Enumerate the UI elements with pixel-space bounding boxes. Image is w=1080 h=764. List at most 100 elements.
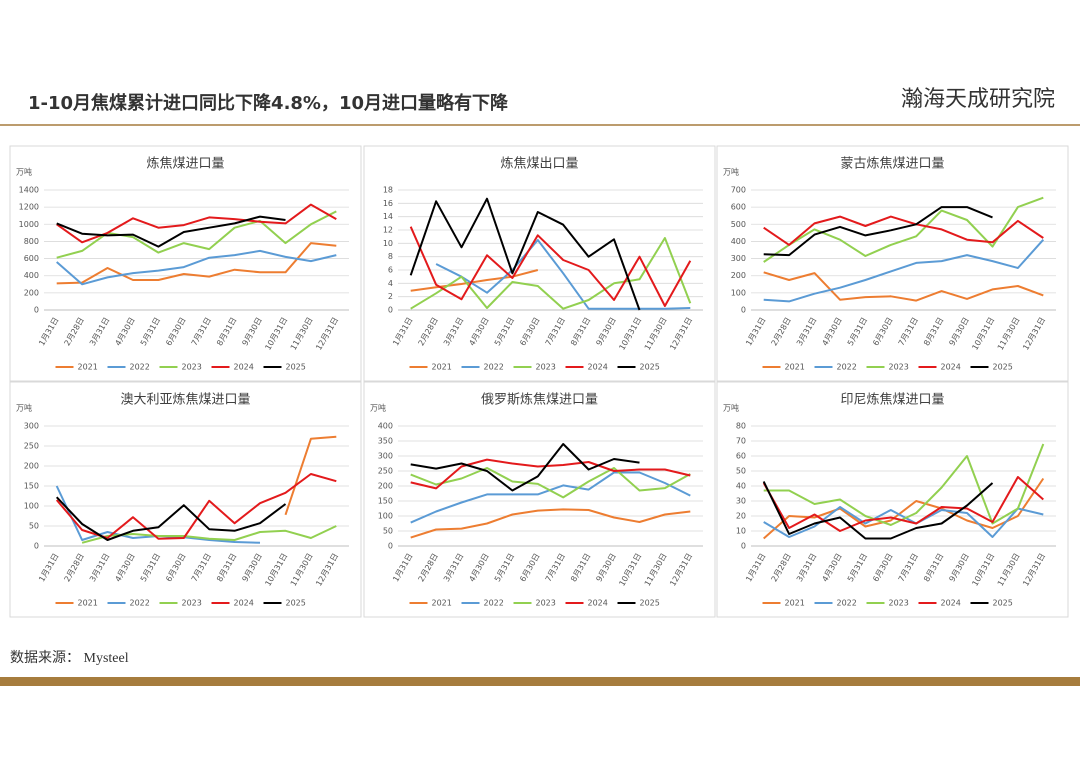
y-tick-label: 6 — [388, 266, 393, 275]
series-line — [410, 467, 691, 499]
y-tick-label: 300 — [731, 254, 746, 263]
y-tick-label: 60 — [736, 452, 746, 461]
legend-label: 2025 — [993, 599, 1013, 608]
y-tick-label: 600 — [731, 203, 746, 212]
y-tick-label: 30 — [736, 497, 746, 506]
y-tick-label: 0 — [34, 306, 39, 315]
y-tick-label: 250 — [24, 442, 39, 451]
source: 数据来源： Mysteel — [10, 650, 129, 666]
y-tick-label: 400 — [24, 271, 39, 280]
series-line — [284, 435, 337, 516]
series-line — [762, 476, 1044, 532]
legend-label: 2023 — [536, 599, 556, 608]
y-tick-label: 0 — [388, 542, 393, 551]
panel — [363, 381, 716, 618]
series-line — [763, 506, 1044, 538]
chart-title: 炼焦煤进口量 — [146, 157, 224, 172]
legend-label: 2022 — [837, 363, 857, 372]
y-tick-label: 250 — [378, 467, 393, 476]
y-tick-label: 500 — [731, 220, 746, 229]
y-axis-label: 万吨 — [723, 167, 739, 177]
series-line — [409, 197, 641, 311]
legend-label: 2021 — [78, 599, 98, 608]
legend-label: 2023 — [182, 363, 202, 372]
y-tick-label: 150 — [378, 497, 393, 506]
legend-label: 2024 — [941, 363, 961, 372]
legend-label: 2021 — [785, 599, 805, 608]
legend-label: 2025 — [286, 363, 306, 372]
series-line — [56, 215, 286, 248]
y-tick-label: 10 — [736, 527, 746, 536]
legend-label: 2024 — [234, 599, 254, 608]
y-tick-label: 2 — [388, 292, 393, 301]
legend-label: 2023 — [536, 363, 556, 372]
legend-label: 2021 — [785, 363, 805, 372]
chart-title: 炼焦煤出口量 — [500, 157, 578, 172]
y-axis-label: 万吨 — [370, 403, 386, 413]
series-line — [56, 242, 337, 285]
chart-title: 蒙古炼焦煤进口量 — [840, 157, 944, 172]
y-tick-label: 4 — [388, 279, 393, 288]
legend-label: 2024 — [941, 599, 961, 608]
y-tick-label: 350 — [378, 437, 393, 446]
y-tick-label: 400 — [378, 422, 393, 431]
y-tick-label: 200 — [378, 482, 393, 491]
legend-label: 2025 — [286, 599, 306, 608]
legend-label: 2024 — [588, 599, 608, 608]
series-line — [763, 239, 1045, 303]
legend-label: 2022 — [484, 363, 504, 372]
series-line — [56, 249, 337, 286]
legend-label: 2024 — [234, 363, 254, 372]
y-tick-label: 16 — [383, 199, 393, 208]
y-tick-label: 200 — [731, 271, 746, 280]
slide-title: 1-10月焦煤累计进口同比下降4.8%，10月进口量略有下降 — [28, 92, 509, 114]
legend-label: 2025 — [640, 599, 660, 608]
series-line — [763, 206, 993, 257]
y-tick-label: 0 — [741, 306, 746, 315]
y-tick-label: 1200 — [19, 203, 39, 212]
y-tick-label: 0 — [388, 306, 393, 315]
y-tick-label: 18 — [383, 186, 393, 195]
y-tick-label: 10 — [383, 239, 393, 248]
chart-title: 印尼炼焦煤进口量 — [840, 393, 944, 408]
y-tick-label: 100 — [24, 502, 39, 511]
series-line — [763, 215, 1044, 246]
y-tick-label: 150 — [24, 482, 39, 491]
y-tick-label: 300 — [378, 452, 393, 461]
chart-title: 澳大利亚炼焦煤进口量 — [120, 392, 250, 408]
series-line — [435, 239, 691, 310]
series-line — [763, 443, 1045, 526]
panel — [716, 145, 1069, 382]
y-axis-label: 万吨 — [16, 403, 32, 413]
y-tick-label: 8 — [388, 252, 393, 261]
legend-label: 2021 — [432, 363, 452, 372]
legend-label: 2022 — [484, 599, 504, 608]
series-line — [410, 237, 692, 310]
y-tick-label: 40 — [736, 482, 746, 491]
legend-label: 2022 — [130, 599, 150, 608]
y-tick-label: 300 — [24, 422, 39, 431]
y-tick-label: 50 — [383, 527, 393, 536]
y-tick-label: 400 — [731, 237, 746, 246]
y-tick-label: 0 — [34, 542, 39, 551]
panel — [9, 145, 362, 382]
y-tick-label: 1000 — [19, 220, 39, 229]
y-tick-label: 50 — [29, 522, 39, 531]
logo: 瀚海天成研究院 — [901, 86, 1055, 111]
y-tick-label: 20 — [736, 512, 746, 521]
legend-label: 2024 — [588, 363, 608, 372]
legend-label: 2021 — [432, 599, 452, 608]
y-tick-label: 12 — [383, 226, 393, 235]
panel — [363, 145, 716, 382]
series-line — [762, 481, 994, 540]
y-tick-label: 200 — [24, 288, 39, 297]
y-tick-label: 1400 — [19, 186, 39, 195]
y-tick-label: 0 — [741, 542, 746, 551]
legend-label: 2022 — [837, 599, 857, 608]
legend-label: 2021 — [78, 363, 98, 372]
series-line — [410, 443, 640, 492]
legend-label: 2025 — [640, 363, 660, 372]
legend-label: 2022 — [130, 363, 150, 372]
series-line — [55, 496, 287, 541]
